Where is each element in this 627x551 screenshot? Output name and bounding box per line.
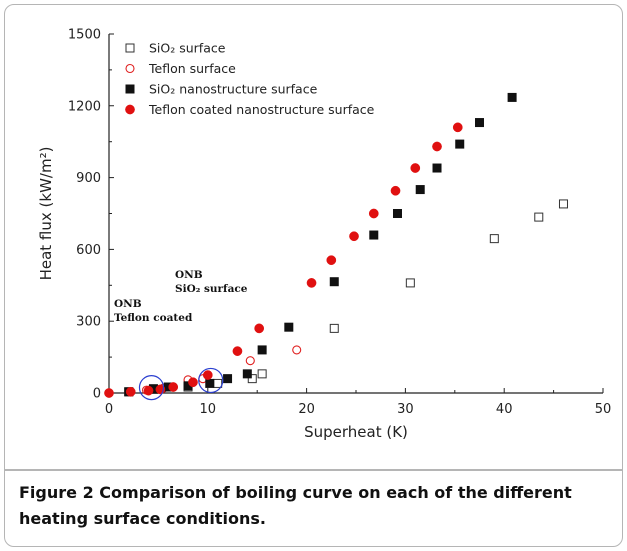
data-point [326,255,337,266]
y-tick-label: 1200 [68,99,101,114]
y-tick-label: 300 [76,315,101,330]
series-3 [104,122,463,398]
figure-caption: Figure 2 Comparison of boiling curve on … [19,480,609,532]
data-point [489,234,499,244]
onb-annotation-label: ONB [114,298,142,310]
data-point [205,378,215,388]
boiling-curve-chart: 0 10 20 30 40 50 0 300 600 900 1200 1500 Superheat (… [37,28,611,442]
legend-entry: SiO₂ nanostructure surface [125,82,318,97]
data-point [292,345,302,355]
y-tick-label: 600 [76,243,101,258]
caption-divider [5,469,622,471]
x-axis-label: Superheat (K) [304,423,408,441]
data-point [202,370,213,380]
series-2 [124,92,517,397]
x-tick-label: 20 [298,402,315,417]
data-point [257,345,267,355]
data-point [405,278,415,288]
onb-highlight-circle [198,367,224,394]
legend-label: SiO₂ nanostructure surface [149,82,318,97]
data-point [329,277,339,287]
legend-label: Teflon surface [148,61,236,76]
legend-layer: SiO₂ surface Teflon surface SiO₂ nanostruc… [125,41,375,117]
data-point [104,388,114,398]
axes-layer: 0 10 20 30 40 50 0 300 600 900 1200 1500 Superheat (… [37,28,611,442]
legend-entry: SiO₂ surface [125,41,226,56]
onb-highlight-circle [138,375,165,401]
data-point [390,185,401,196]
data-point [232,346,243,356]
data-point [415,185,425,195]
onb-annotation-label: ONB [175,269,203,281]
marks-layer [104,92,568,398]
x-tick-label: 0 [105,402,113,417]
caption-text: Comparison of boiling curve on each of t… [19,483,572,528]
x-tick-label: 40 [496,402,513,417]
data-point [410,163,421,173]
data-point [254,323,265,334]
legend-label: Teflon coated nanostructure surface [148,102,375,117]
data-point [507,92,517,102]
data-point [432,163,442,173]
data-point [306,278,317,288]
legend-marker [125,43,135,53]
data-point [213,378,223,388]
data-point [143,385,154,396]
data-point [329,323,339,333]
legend-marker [125,84,135,94]
y-tick-label: 1500 [68,28,101,43]
data-point [455,139,465,149]
data-point [125,386,136,397]
data-point [242,369,252,379]
x-tick-label: 10 [200,402,217,417]
data-point [534,212,544,222]
legend-entry: Teflon surface [125,61,236,76]
onb-annotation-label: Teflon coated [114,312,193,324]
onb-annotation-0: ONB Teflon coated [114,298,193,401]
data-point [188,377,198,388]
data-point [223,374,233,384]
onb-annotation-label: SiO₂ surface [175,283,248,295]
y-tick-label: 900 [76,171,101,186]
data-point [168,382,179,392]
onb-annotation-1: ONB SiO₂ surface [175,269,248,394]
caption-label: Figure 2 [19,483,94,502]
data-point [349,231,359,242]
y-axis-label: Heat flux (kW/m²) [37,147,55,281]
legend-marker [125,63,135,74]
x-tick-label: 50 [595,402,612,417]
data-point [432,141,442,152]
data-point [452,122,463,133]
x-tick-label: 30 [397,402,414,417]
legend-label: SiO₂ surface [149,41,226,56]
annotation-layer: ONB Teflon coated ONB SiO₂ surface [114,269,248,401]
y-tick-label: 0 [93,387,101,402]
data-point [257,369,267,379]
data-point [247,374,257,384]
data-point [558,199,568,209]
data-point [475,118,484,128]
data-point [245,356,255,366]
data-point [368,208,379,219]
figure-panel: 0 10 20 30 40 50 0 300 600 900 1200 1500 Superheat (… [4,4,623,547]
data-point [284,322,294,332]
chart-area: 0 10 20 30 40 50 0 300 600 900 1200 1500 Superheat (… [5,5,622,465]
legend-marker [125,104,135,115]
data-point [369,230,379,240]
legend-entry: Teflon coated nanostructure surface [125,102,375,117]
data-point [392,209,402,218]
series-0 [124,199,568,397]
